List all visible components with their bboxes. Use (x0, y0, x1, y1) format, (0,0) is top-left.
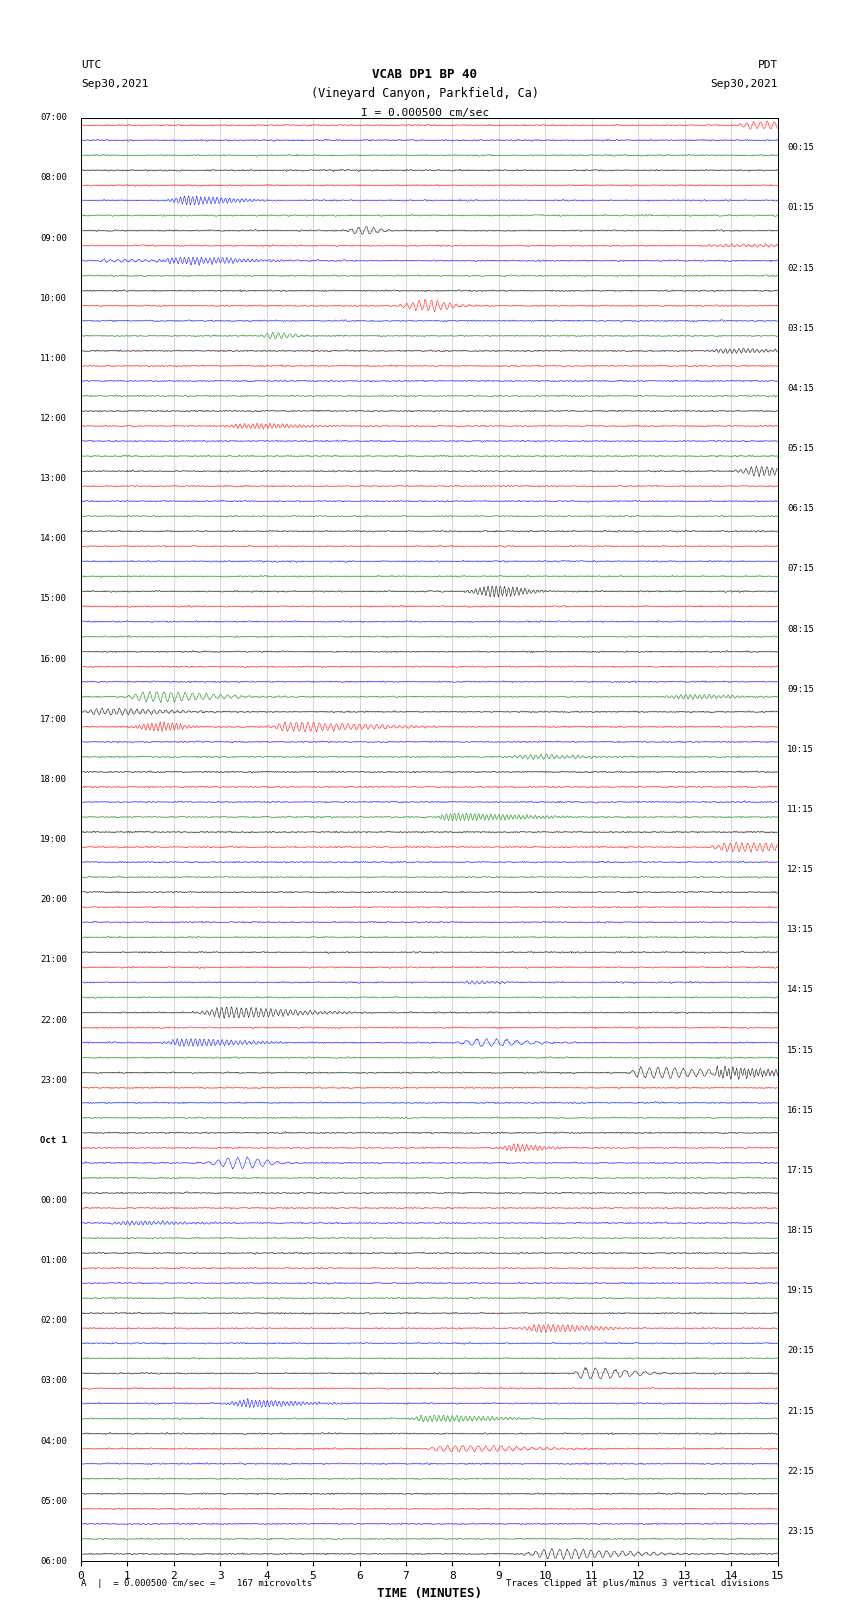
Text: UTC: UTC (81, 60, 101, 69)
Text: A  |  = 0.000500 cm/sec =    167 microvolts: A | = 0.000500 cm/sec = 167 microvolts (81, 1579, 312, 1589)
Text: (Vineyard Canyon, Parkfield, Ca): (Vineyard Canyon, Parkfield, Ca) (311, 87, 539, 100)
Text: 12:00: 12:00 (40, 415, 67, 423)
Text: 02:00: 02:00 (40, 1316, 67, 1326)
Text: 23:15: 23:15 (787, 1528, 814, 1536)
Text: 19:00: 19:00 (40, 836, 67, 844)
Text: 20:00: 20:00 (40, 895, 67, 905)
Text: 15:00: 15:00 (40, 595, 67, 603)
Text: 11:00: 11:00 (40, 353, 67, 363)
Text: 04:15: 04:15 (787, 384, 814, 394)
Text: 04:00: 04:00 (40, 1437, 67, 1445)
Text: 07:00: 07:00 (40, 113, 67, 123)
Text: I = 0.000500 cm/sec: I = 0.000500 cm/sec (361, 108, 489, 118)
Text: 17:00: 17:00 (40, 715, 67, 724)
Text: 13:15: 13:15 (787, 926, 814, 934)
Text: 16:15: 16:15 (787, 1107, 814, 1115)
Text: Sep30,2021: Sep30,2021 (711, 79, 778, 89)
Text: 15:15: 15:15 (787, 1045, 814, 1055)
Text: 10:15: 10:15 (787, 745, 814, 753)
Text: 21:15: 21:15 (787, 1407, 814, 1416)
X-axis label: TIME (MINUTES): TIME (MINUTES) (377, 1587, 482, 1600)
Text: 14:00: 14:00 (40, 534, 67, 544)
Text: Sep30,2021: Sep30,2021 (81, 79, 148, 89)
Text: Traces clipped at plus/minus 3 vertical divisions: Traces clipped at plus/minus 3 vertical … (506, 1579, 769, 1589)
Text: 22:00: 22:00 (40, 1016, 67, 1024)
Text: 18:00: 18:00 (40, 774, 67, 784)
Text: 07:15: 07:15 (787, 565, 814, 573)
Text: VCAB DP1 BP 40: VCAB DP1 BP 40 (372, 68, 478, 81)
Text: 01:15: 01:15 (787, 203, 814, 213)
Text: 12:15: 12:15 (787, 865, 814, 874)
Text: 22:15: 22:15 (787, 1466, 814, 1476)
Text: 09:15: 09:15 (787, 684, 814, 694)
Text: 00:00: 00:00 (40, 1195, 67, 1205)
Text: 03:15: 03:15 (787, 324, 814, 332)
Text: 18:15: 18:15 (787, 1226, 814, 1236)
Text: 11:15: 11:15 (787, 805, 814, 815)
Text: 01:00: 01:00 (40, 1257, 67, 1265)
Text: 00:15: 00:15 (787, 144, 814, 152)
Text: 06:00: 06:00 (40, 1557, 67, 1566)
Text: Oct 1: Oct 1 (40, 1136, 67, 1145)
Text: 21:00: 21:00 (40, 955, 67, 965)
Text: 14:15: 14:15 (787, 986, 814, 995)
Text: 16:00: 16:00 (40, 655, 67, 663)
Text: 08:00: 08:00 (40, 174, 67, 182)
Text: 23:00: 23:00 (40, 1076, 67, 1084)
Text: 05:00: 05:00 (40, 1497, 67, 1505)
Text: 19:15: 19:15 (787, 1286, 814, 1295)
Text: 03:00: 03:00 (40, 1376, 67, 1386)
Text: 20:15: 20:15 (787, 1347, 814, 1355)
Text: 10:00: 10:00 (40, 294, 67, 303)
Text: 08:15: 08:15 (787, 624, 814, 634)
Text: PDT: PDT (757, 60, 778, 69)
Text: 06:15: 06:15 (787, 505, 814, 513)
Text: 09:00: 09:00 (40, 234, 67, 242)
Text: 02:15: 02:15 (787, 263, 814, 273)
Text: 05:15: 05:15 (787, 444, 814, 453)
Text: 17:15: 17:15 (787, 1166, 814, 1174)
Text: 13:00: 13:00 (40, 474, 67, 484)
